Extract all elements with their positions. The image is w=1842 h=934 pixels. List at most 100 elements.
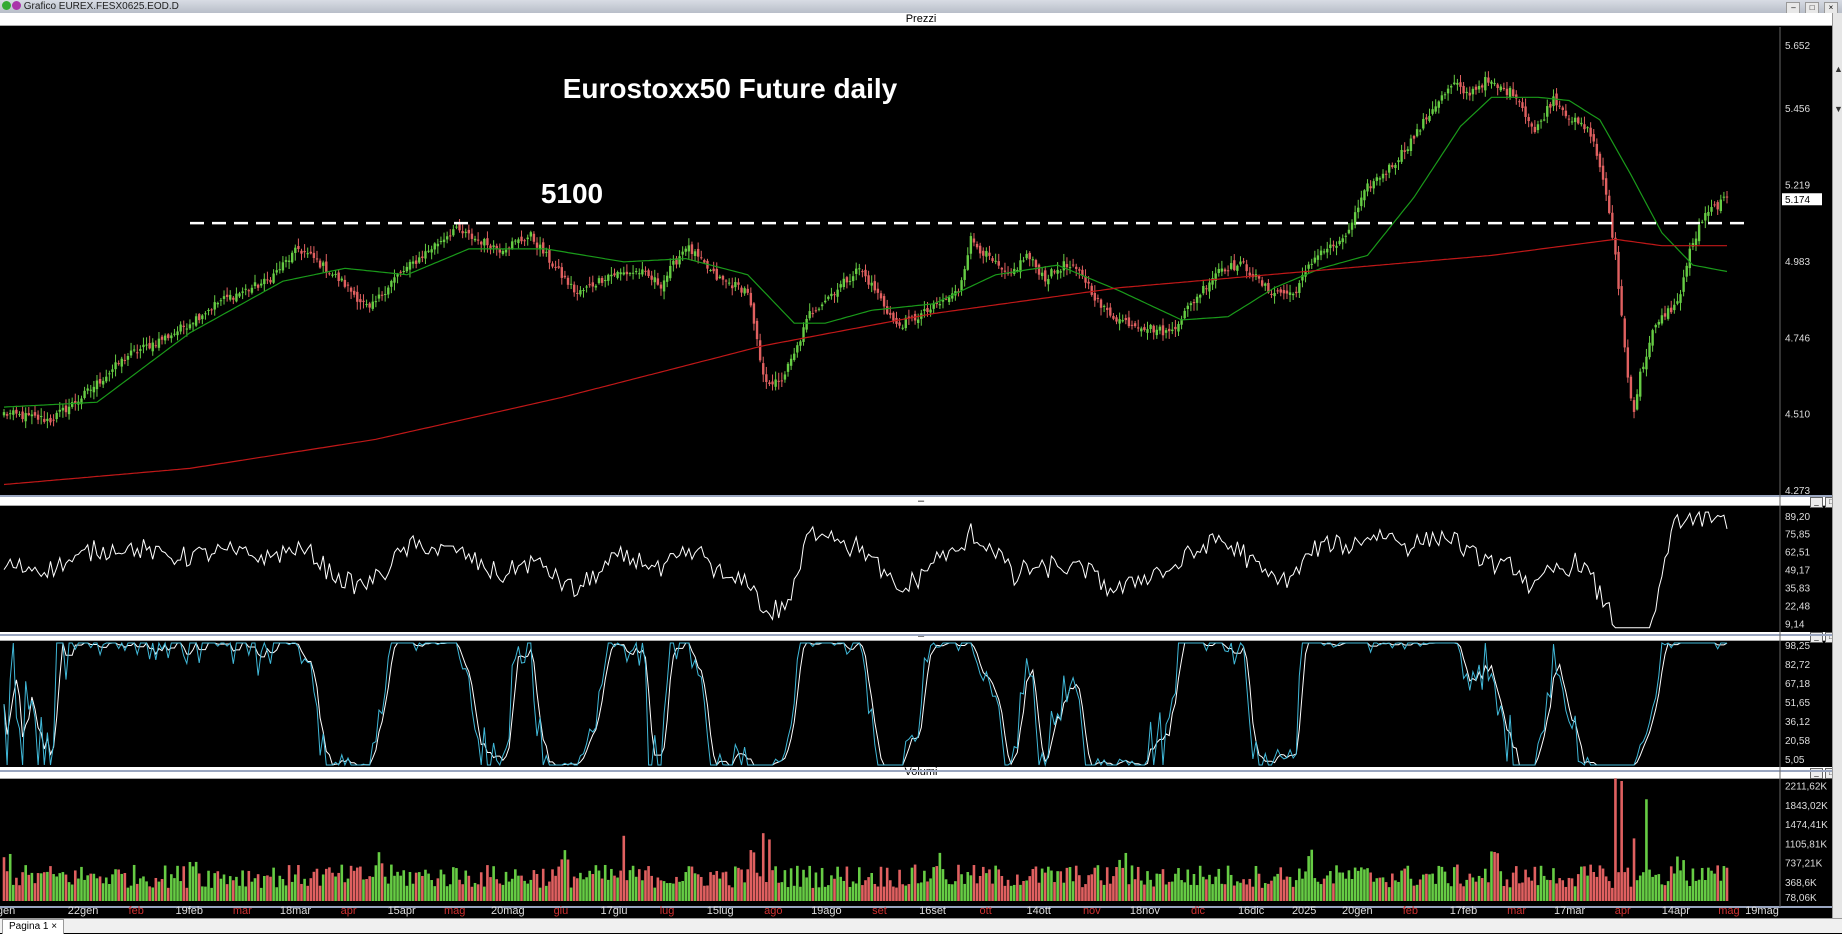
x-tick-label: set: [872, 905, 887, 917]
volume-bar: [1319, 884, 1323, 901]
scroll-up-icon[interactable]: ▲: [1834, 64, 1842, 74]
volume-bar: [321, 874, 325, 901]
candle-body: [1518, 101, 1521, 103]
candle-body: [526, 237, 529, 240]
volume-bar: [318, 885, 322, 901]
candle-body: [1580, 122, 1583, 125]
volume-bar: [1183, 882, 1186, 901]
candle-body: [356, 291, 359, 302]
volume-bar: [33, 883, 37, 901]
candle-body: [1003, 270, 1007, 272]
candle-body: [1620, 286, 1623, 316]
candle-body: [879, 293, 883, 299]
candle-body: [517, 239, 520, 244]
volume-bar: [191, 866, 195, 901]
candle-body: [1149, 324, 1152, 329]
candle-body: [709, 270, 712, 272]
volume-bar: [498, 883, 502, 901]
volume-bar: [216, 871, 220, 901]
candle-body: [820, 304, 824, 307]
candle-body: [411, 261, 415, 264]
volume-bar: [492, 866, 495, 901]
candle-body: [926, 307, 929, 313]
volume-bar: [684, 872, 688, 901]
volume-bar: [1397, 881, 1400, 901]
candle-body: [1611, 212, 1614, 238]
volume-bar: [170, 874, 173, 901]
volume-bar: [402, 870, 406, 901]
volume-bar: [1000, 875, 1004, 901]
candle-body: [67, 406, 71, 415]
volume-bar: [1344, 878, 1348, 901]
candle-body: [1453, 82, 1456, 85]
volume-bar: [1617, 872, 1620, 901]
last-price-label: 5.174: [1785, 195, 1810, 206]
volume-bar: [944, 879, 948, 901]
candle-body: [80, 398, 83, 405]
volume-bar: [1322, 878, 1326, 901]
candle-body: [1192, 302, 1196, 304]
candle-body: [458, 224, 461, 231]
tab-close-icon[interactable]: ×: [51, 921, 58, 932]
panel-min-button[interactable]: _: [1810, 768, 1823, 779]
volume-bar: [461, 884, 464, 901]
volume-bar: [517, 875, 520, 901]
volume-bar: [510, 878, 514, 901]
x-tick-label: 15lug: [707, 905, 734, 917]
candle-body: [439, 241, 443, 243]
volume-bar: [315, 868, 319, 901]
candle-body: [579, 290, 582, 295]
volume-bar: [1186, 869, 1190, 901]
candle-body: [1056, 269, 1059, 274]
candle-body: [1660, 315, 1664, 324]
scroll-down-icon[interactable]: ▼: [1834, 104, 1842, 114]
volume-bar: [1198, 865, 1202, 901]
candle-body: [470, 233, 474, 239]
volume-bar: [1635, 880, 1639, 901]
volume-bar: [1673, 873, 1676, 901]
chart-canvas[interactable]: Eurostoxx50 Future daily 5100 5.652 5.456 5.…: [0, 13, 1832, 918]
volume-bar: [1508, 887, 1512, 901]
candle-body: [142, 344, 145, 348]
candle-body: [659, 284, 663, 289]
candle-body: [1412, 135, 1416, 139]
volume-bar: [1304, 871, 1307, 901]
candle-body: [532, 233, 536, 242]
volume-bar: [49, 866, 52, 901]
volume-bar: [346, 878, 350, 901]
volume-bar: [417, 872, 421, 901]
volume-bar: [374, 865, 378, 901]
candle-body: [198, 314, 201, 321]
candle-body: [1093, 292, 1097, 301]
volume-bar: [1691, 868, 1695, 901]
candle-body: [343, 279, 347, 287]
volume-bar: [452, 867, 455, 901]
candle-body: [1298, 283, 1301, 293]
candle-body: [424, 251, 427, 259]
candle-body: [681, 251, 684, 255]
panel-min-button[interactable]: _: [1810, 497, 1823, 508]
volume-bar: [1719, 880, 1723, 901]
volume-bar: [1127, 884, 1131, 901]
candle-body: [901, 327, 904, 329]
volume-bar: [1694, 880, 1698, 901]
candle-body: [1344, 235, 1348, 237]
volume-bar: [768, 839, 771, 901]
candle-body: [173, 333, 176, 335]
volume-bar: [1214, 876, 1217, 901]
candle-body: [1223, 269, 1227, 272]
panel-min-button[interactable]: _: [1810, 632, 1823, 643]
volume-bar: [529, 879, 533, 901]
volume-bar: [368, 876, 371, 901]
volume-bar: [926, 881, 929, 901]
volume-bar: [1174, 873, 1177, 901]
candle-body: [1388, 164, 1391, 173]
candle-body: [461, 231, 464, 234]
volume-bar: [219, 878, 223, 901]
tab-page-1[interactable]: Pagina 1 ×: [2, 919, 65, 934]
volume-bar: [758, 876, 762, 901]
candle-body: [64, 405, 68, 413]
volume-bar: [1669, 866, 1673, 901]
candle-body: [1527, 117, 1530, 122]
volume-bar: [55, 876, 58, 901]
